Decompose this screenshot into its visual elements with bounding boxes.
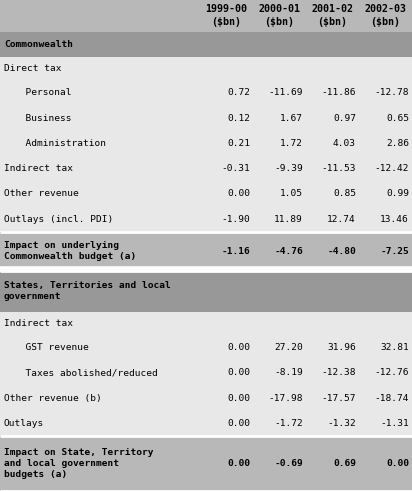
Text: 4.03: 4.03 bbox=[333, 139, 356, 148]
Text: -1.32: -1.32 bbox=[327, 419, 356, 428]
Bar bbox=[0, 410, 412, 436]
Text: -17.57: -17.57 bbox=[321, 394, 356, 403]
Text: ($bn): ($bn) bbox=[318, 17, 347, 27]
Text: 0.97: 0.97 bbox=[333, 113, 356, 123]
Text: -0.31: -0.31 bbox=[221, 164, 250, 173]
Text: 0.00: 0.00 bbox=[386, 459, 409, 468]
Text: 2001-02: 2001-02 bbox=[311, 4, 353, 14]
Bar bbox=[0, 32, 412, 57]
Text: Administration: Administration bbox=[14, 139, 106, 148]
Text: 1.05: 1.05 bbox=[280, 190, 303, 198]
Text: Other revenue: Other revenue bbox=[4, 190, 79, 198]
Text: States, Territories and local
government: States, Territories and local government bbox=[4, 281, 171, 301]
Bar bbox=[0, 232, 412, 271]
Text: -7.25: -7.25 bbox=[380, 246, 409, 256]
Text: -12.76: -12.76 bbox=[375, 368, 409, 377]
Bar bbox=[0, 181, 412, 206]
Bar bbox=[0, 436, 412, 491]
Text: -1.90: -1.90 bbox=[221, 215, 250, 223]
Text: Outlays: Outlays bbox=[4, 419, 44, 428]
Text: -1.16: -1.16 bbox=[221, 246, 250, 256]
Text: Business: Business bbox=[14, 113, 72, 123]
Text: -4.80: -4.80 bbox=[327, 246, 356, 256]
Text: Outlays (incl. PDI): Outlays (incl. PDI) bbox=[4, 215, 113, 223]
Text: -0.69: -0.69 bbox=[274, 459, 303, 468]
Bar bbox=[0, 206, 412, 232]
Text: 1.67: 1.67 bbox=[280, 113, 303, 123]
Bar bbox=[0, 106, 412, 131]
Text: 27.20: 27.20 bbox=[274, 343, 303, 352]
Text: -12.42: -12.42 bbox=[375, 164, 409, 173]
Text: 2000-01: 2000-01 bbox=[258, 4, 300, 14]
Text: 12.74: 12.74 bbox=[327, 215, 356, 223]
Text: -11.86: -11.86 bbox=[321, 88, 356, 97]
Bar bbox=[0, 360, 412, 385]
Text: -1.31: -1.31 bbox=[380, 419, 409, 428]
Text: Indirect tax: Indirect tax bbox=[4, 164, 73, 173]
Text: 1999-00: 1999-00 bbox=[206, 4, 248, 14]
Text: -9.39: -9.39 bbox=[274, 164, 303, 173]
Text: -12.38: -12.38 bbox=[321, 368, 356, 377]
Text: -18.74: -18.74 bbox=[375, 394, 409, 403]
Text: 11.89: 11.89 bbox=[274, 215, 303, 223]
Text: 32.81: 32.81 bbox=[380, 343, 409, 352]
Bar bbox=[0, 57, 412, 80]
Bar bbox=[0, 80, 412, 106]
Text: 13.46: 13.46 bbox=[380, 215, 409, 223]
Text: -8.19: -8.19 bbox=[274, 368, 303, 377]
Text: 0.72: 0.72 bbox=[227, 88, 250, 97]
Bar bbox=[0, 131, 412, 156]
Text: 0.00: 0.00 bbox=[227, 190, 250, 198]
Bar bbox=[0, 156, 412, 181]
Text: Commonwealth: Commonwealth bbox=[4, 40, 73, 49]
Text: 0.69: 0.69 bbox=[333, 459, 356, 468]
Bar bbox=[0, 0, 412, 32]
Text: 0.12: 0.12 bbox=[227, 113, 250, 123]
Text: ($bn): ($bn) bbox=[370, 17, 400, 27]
Text: Impact on State, Territory
and local government
budgets (a): Impact on State, Territory and local gov… bbox=[4, 448, 154, 479]
Text: 31.96: 31.96 bbox=[327, 343, 356, 352]
Text: Other revenue (b): Other revenue (b) bbox=[4, 394, 102, 403]
Text: Direct tax: Direct tax bbox=[4, 64, 61, 73]
Text: -1.72: -1.72 bbox=[274, 419, 303, 428]
Text: -4.76: -4.76 bbox=[274, 246, 303, 256]
Bar bbox=[0, 335, 412, 360]
Text: Taxes abolished/reduced: Taxes abolished/reduced bbox=[14, 368, 158, 377]
Text: 2002-03: 2002-03 bbox=[365, 4, 407, 14]
Text: 0.00: 0.00 bbox=[227, 459, 250, 468]
Bar bbox=[0, 271, 412, 312]
Text: 1.72: 1.72 bbox=[280, 139, 303, 148]
Text: 0.00: 0.00 bbox=[227, 394, 250, 403]
Text: 0.65: 0.65 bbox=[386, 113, 409, 123]
Text: Impact on underlying
Commonwealth budget (a): Impact on underlying Commonwealth budget… bbox=[4, 241, 136, 261]
Text: -17.98: -17.98 bbox=[269, 394, 303, 403]
Text: -12.78: -12.78 bbox=[375, 88, 409, 97]
Bar bbox=[0, 312, 412, 335]
Text: 0.00: 0.00 bbox=[227, 343, 250, 352]
Text: Indirect tax: Indirect tax bbox=[4, 319, 73, 328]
Text: 0.00: 0.00 bbox=[227, 368, 250, 377]
Bar bbox=[0, 385, 412, 410]
Text: 0.21: 0.21 bbox=[227, 139, 250, 148]
Text: 0.99: 0.99 bbox=[386, 190, 409, 198]
Text: GST revenue: GST revenue bbox=[14, 343, 89, 352]
Text: -11.69: -11.69 bbox=[269, 88, 303, 97]
Text: 2.86: 2.86 bbox=[386, 139, 409, 148]
Text: 0.00: 0.00 bbox=[227, 419, 250, 428]
Text: 0.85: 0.85 bbox=[333, 190, 356, 198]
Text: ($bn): ($bn) bbox=[265, 17, 295, 27]
Text: ($bn): ($bn) bbox=[211, 17, 241, 27]
Text: Personal: Personal bbox=[14, 88, 72, 97]
Text: -11.53: -11.53 bbox=[321, 164, 356, 173]
